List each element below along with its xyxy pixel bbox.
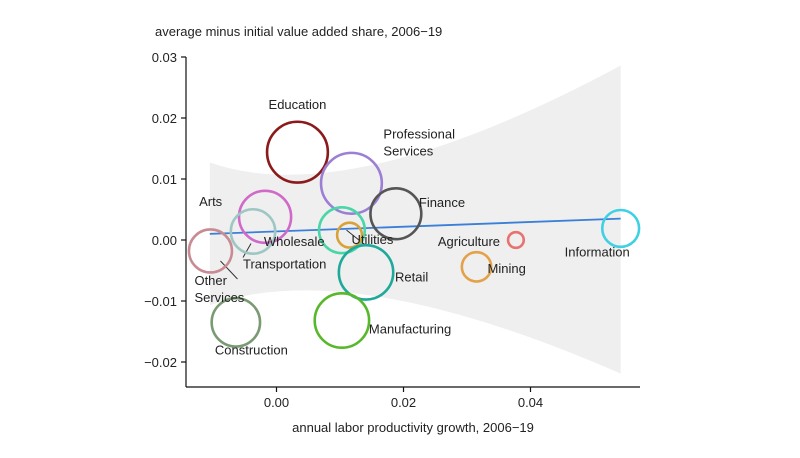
label-line: Professional <box>383 126 455 141</box>
bubble-professional-services <box>319 151 384 215</box>
bubble-other-services <box>187 228 234 274</box>
bubble-information <box>600 208 641 249</box>
bubble-layer <box>187 120 641 350</box>
y-tick-label: 0.01 <box>152 172 177 187</box>
label-information: Information <box>565 244 630 259</box>
bubble-retail <box>337 243 395 301</box>
x-tick-label: 0.04 <box>518 395 543 410</box>
label-manufacturing: Manufacturing <box>369 322 451 337</box>
label-construction: Construction <box>215 342 288 357</box>
label-education: Education <box>269 97 327 112</box>
bubble-construction <box>210 296 262 348</box>
leader-transportation <box>242 243 252 258</box>
label-agriculture: Agriculture <box>438 234 500 249</box>
leader-other-services <box>220 260 238 280</box>
x-tick-label: 0.00 <box>264 395 289 410</box>
axes-layer <box>185 57 640 388</box>
y-tick-label: 0.03 <box>152 50 177 65</box>
label-finance: Finance <box>419 195 465 210</box>
bubble-transportation <box>229 207 277 255</box>
label-leader-layer <box>220 229 362 280</box>
y-tick-label: 0.00 <box>152 233 177 248</box>
label-retail: Retail <box>395 269 428 284</box>
label-arts: Arts <box>199 194 223 209</box>
label-utilities: Utilities <box>352 232 394 247</box>
label-professional-services: Professional Services <box>383 126 455 158</box>
chart-title: average minus initial value added share,… <box>155 24 442 39</box>
y-tick-label: 0.02 <box>152 111 177 126</box>
label-wholesale: Wholesale <box>264 234 325 249</box>
label-line: Services <box>383 143 433 158</box>
bubble-utilities <box>335 221 364 249</box>
label-mining: Mining <box>488 261 526 276</box>
bubble-education <box>265 120 330 184</box>
fit-line-layer <box>209 217 621 235</box>
y-tick-label: −0.02 <box>144 355 177 370</box>
bubble-manufacturing <box>313 292 371 350</box>
bubble-arts <box>237 189 293 245</box>
label-transportation: Transportation <box>243 256 326 271</box>
bubble-agriculture <box>506 230 526 250</box>
bubble-wholesale <box>317 206 367 255</box>
x-tick-label: 0.02 <box>391 395 416 410</box>
x-tick-layer: 0.00 0.02 0.04 <box>264 387 543 410</box>
label-line: Other <box>194 273 227 288</box>
label-other-services: Other Services <box>194 273 244 305</box>
label-line: Services <box>194 290 244 305</box>
confidence-band-layer <box>209 65 621 374</box>
leader-utilities <box>346 229 362 243</box>
fit-line <box>209 217 621 235</box>
confidence-band <box>209 65 621 374</box>
bubble-finance <box>369 187 423 241</box>
x-axis-title: annual labor productivity growth, 2006−1… <box>292 420 534 435</box>
point-label-layer: Education Professional Services Arts Finance… <box>194 97 629 357</box>
y-tick-layer: 0.03 0.02 0.01 0.00 −0.01 −0.02 <box>144 50 186 370</box>
bubble-mining <box>460 250 493 283</box>
y-tick-label: −0.01 <box>144 294 177 309</box>
